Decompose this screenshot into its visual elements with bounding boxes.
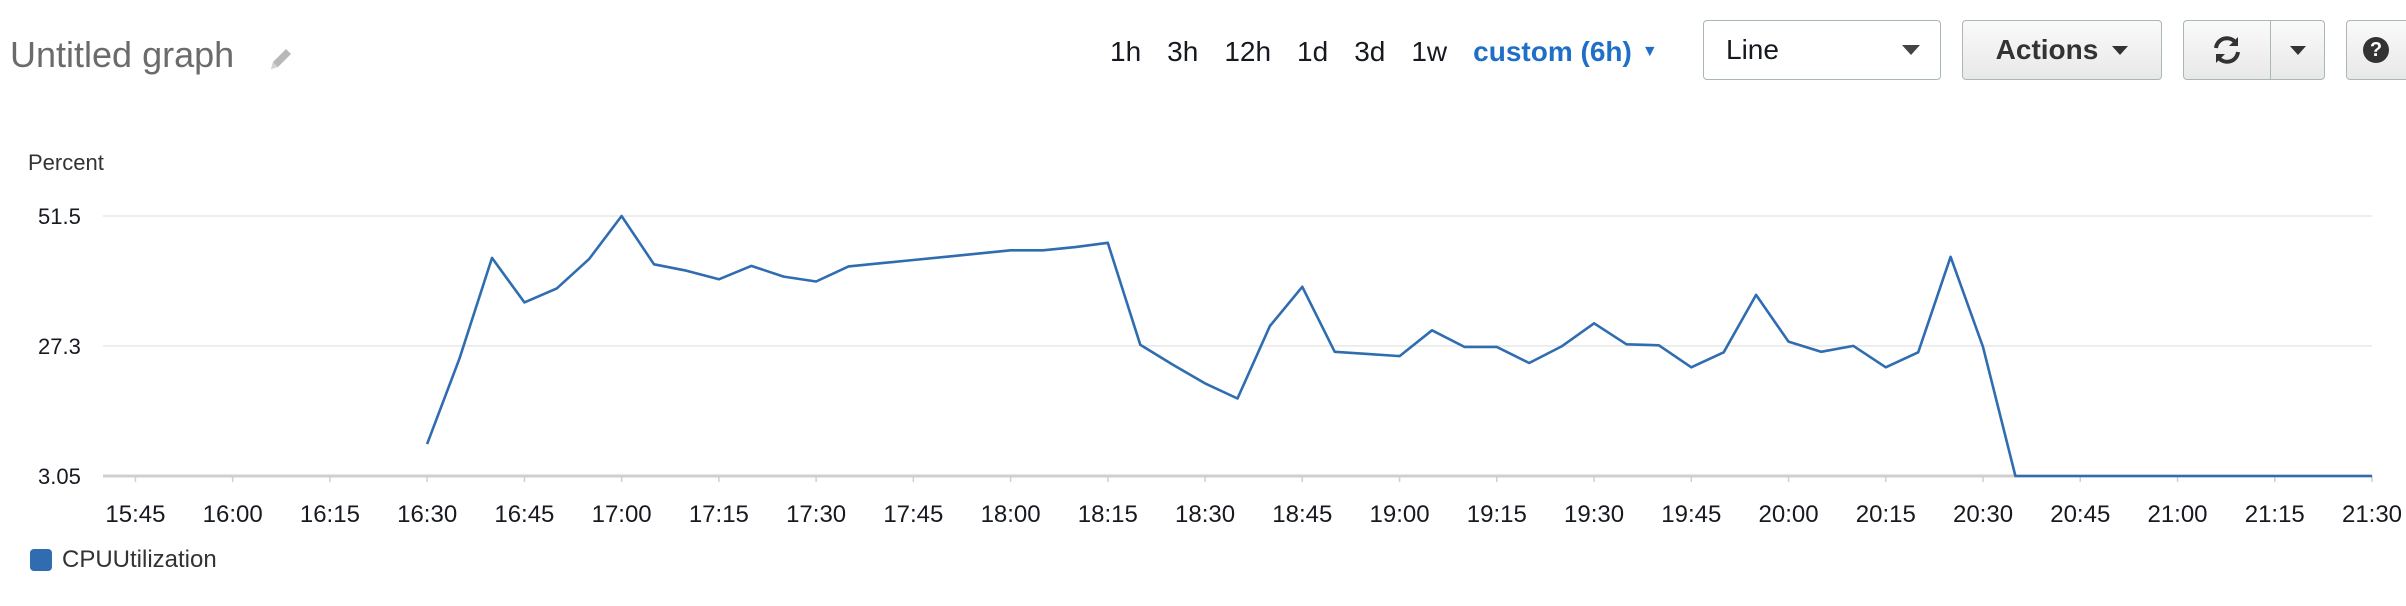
x-tick-label: 16:15: [300, 501, 360, 528]
refresh-icon: [2214, 36, 2240, 64]
graph-type-value: Line: [1726, 34, 1779, 65]
x-tick-label: 15:45: [105, 501, 165, 528]
x-tick-label: 17:00: [592, 501, 652, 528]
x-tick-label: 18:00: [981, 501, 1041, 528]
x-tick-label: 16:30: [397, 501, 457, 528]
actions-button[interactable]: Actions: [1962, 20, 2162, 80]
legend-label: CPUUtilization: [62, 546, 217, 573]
legend-swatch: [30, 549, 52, 571]
line-chart: Percent 3.05 27.3 51.5 15:45 16:00 16:15 16:3…: [28, 150, 2402, 528]
x-tick-label: 17:45: [883, 501, 943, 528]
x-tick-label: 21:30: [2342, 501, 2402, 528]
series-line-cpuutilization: [425, 214, 2372, 478]
x-tick-label: 20:45: [2050, 501, 2110, 528]
x-tick-label: 18:15: [1078, 501, 1138, 528]
time-range-selector: 1h 3h 12h 1d 3d 1w custom (6h) ▼: [1110, 30, 1684, 74]
range-1w[interactable]: 1w: [1411, 36, 1448, 67]
graph-type-select[interactable]: Line: [1703, 20, 1941, 80]
range-3h[interactable]: 3h: [1167, 36, 1199, 67]
y-tick-label: 51.5: [38, 204, 81, 229]
y-tick-label: 3.05: [38, 464, 81, 489]
x-tick-label: 17:15: [689, 501, 749, 528]
caret-down-icon: [2112, 45, 2129, 55]
y-tick-label: 27.3: [38, 334, 81, 359]
x-tick-label: 18:30: [1175, 501, 1235, 528]
range-1d[interactable]: 1d: [1297, 36, 1329, 67]
x-tick-label: 19:45: [1661, 501, 1721, 528]
x-tick-label: 16:00: [203, 501, 263, 528]
x-tick-label: 17:30: [786, 501, 846, 528]
range-3d[interactable]: 3d: [1354, 36, 1386, 67]
x-tick-label: 20:30: [1953, 501, 2013, 528]
legend[interactable]: CPUUtilization: [30, 546, 217, 574]
chevron-down-icon: [1902, 45, 1920, 55]
x-tick-label: 19:15: [1467, 501, 1527, 528]
range-12h[interactable]: 12h: [1224, 36, 1272, 67]
x-tick-label: 16:45: [494, 501, 554, 528]
actions-label: Actions: [1995, 34, 2099, 65]
help-icon: ?: [2363, 37, 2389, 63]
x-tick-label: 20:15: [1856, 501, 1916, 528]
caret-down-icon: [2289, 45, 2306, 55]
x-tick-label: 18:45: [1272, 501, 1332, 528]
pencil-icon[interactable]: [266, 44, 296, 74]
x-tick-label: 19:30: [1564, 501, 1624, 528]
refresh-options-button[interactable]: [2270, 20, 2325, 80]
x-tick-label: 21:00: [2147, 501, 2207, 528]
graph-title[interactable]: Untitled graph: [10, 34, 235, 75]
x-tick-label: 20:00: [1759, 501, 1819, 528]
range-custom-label: custom (6h): [1473, 36, 1632, 67]
help-button[interactable]: ?: [2346, 20, 2406, 80]
y-axis-label: Percent: [28, 150, 104, 175]
range-custom[interactable]: custom (6h) ▼: [1473, 36, 1658, 68]
caret-down-icon: ▼: [1641, 43, 1658, 60]
x-tick-label: 21:15: [2245, 501, 2305, 528]
x-tick-label: 19:00: [1370, 501, 1430, 528]
range-1h[interactable]: 1h: [1110, 36, 1142, 67]
